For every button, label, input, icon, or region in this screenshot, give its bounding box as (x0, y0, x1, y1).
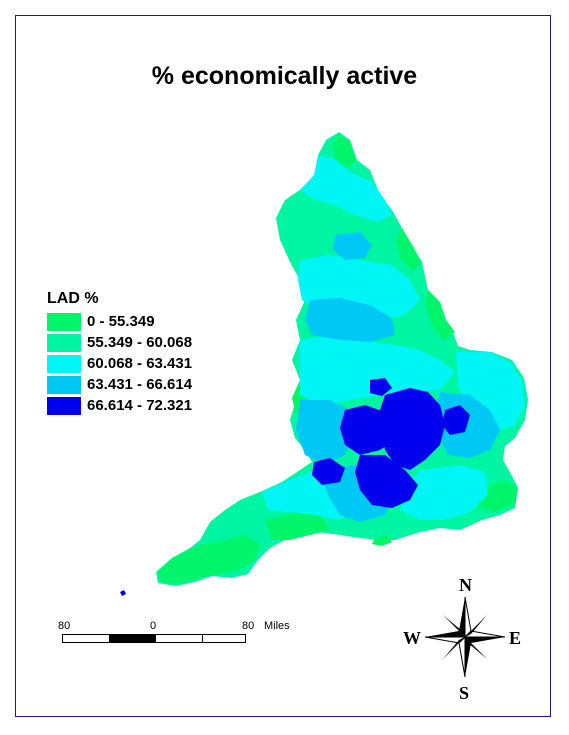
legend-title: LAD % (47, 290, 99, 307)
region-low-east[interactable] (425, 290, 455, 340)
region-low-northeast[interactable] (396, 228, 422, 270)
legend-label-0: 0 - 55.349 (87, 313, 155, 330)
region-low-kent[interactable] (478, 480, 518, 512)
isle-of-wight[interactable] (372, 535, 392, 546)
map-title: % economically active (151, 62, 418, 90)
legend-entry-4: 66.614 - 72.321 (47, 395, 192, 416)
region-low-southwest[interactable] (158, 535, 260, 584)
region-mid-north[interactable] (300, 155, 392, 222)
legend-swatch-0 (47, 312, 81, 331)
region-top-berkshire[interactable] (370, 378, 392, 396)
compass-w: W (403, 628, 421, 648)
scale-unit: Miles (264, 620, 290, 632)
region-top-wiltshire[interactable] (312, 458, 345, 485)
legend-label-4: 66.614 - 72.321 (87, 397, 193, 414)
scale-segment-1 (63, 635, 110, 642)
scale-bar-body (62, 634, 246, 643)
compass-n: N (459, 575, 472, 595)
scale-segment-4 (203, 635, 245, 642)
legend-swatch-3 (47, 375, 81, 394)
region-low-north[interactable] (332, 134, 356, 168)
scale-tick-zero: 0 (150, 620, 157, 632)
legend-entry-2: 60.068 - 63.431 (47, 353, 192, 374)
legend-entry-1: 55.349 - 60.068 (47, 332, 192, 353)
isles-of-scilly[interactable] (120, 590, 126, 596)
legend-entry-0: 0 - 55.349 (47, 311, 192, 332)
legend-entry-3: 63.431 - 66.614 (47, 374, 192, 395)
legend-label-1: 55.349 - 60.068 (87, 334, 193, 351)
scale-segment-3 (156, 635, 203, 642)
legend-swatch-2 (47, 354, 81, 373)
region-top-surrey[interactable] (355, 455, 418, 508)
region-mid-southeast[interactable] (400, 465, 488, 520)
compass-s: S (459, 683, 469, 702)
region-top-essex[interactable] (442, 405, 470, 435)
legend-swatch-4 (47, 396, 81, 415)
region-top-hertfordshire[interactable] (380, 388, 445, 470)
compass-e: E (509, 628, 521, 648)
scale-tick-right: 80 (242, 620, 255, 632)
region-mid-midlands[interactable] (300, 335, 455, 405)
region-high-cumbria[interactable] (333, 232, 372, 260)
legend-label-2: 60.068 - 63.431 (87, 355, 193, 372)
map-frame (15, 15, 551, 717)
scale-tick-left: 80 (58, 620, 71, 632)
north-arrow-icon: N S E W (403, 575, 521, 702)
map-legend: LAD % 0 - 55.349 55.349 - 60.068 60.068 … (47, 290, 192, 416)
region-high-lancashire[interactable] (305, 298, 395, 342)
legend-swatch-1 (47, 333, 81, 352)
legend-label-3: 63.431 - 66.614 (87, 376, 193, 393)
region-low-devon[interactable] (265, 512, 330, 540)
scale-segment-2 (110, 635, 156, 642)
region-high-westmidlands[interactable] (296, 400, 355, 465)
